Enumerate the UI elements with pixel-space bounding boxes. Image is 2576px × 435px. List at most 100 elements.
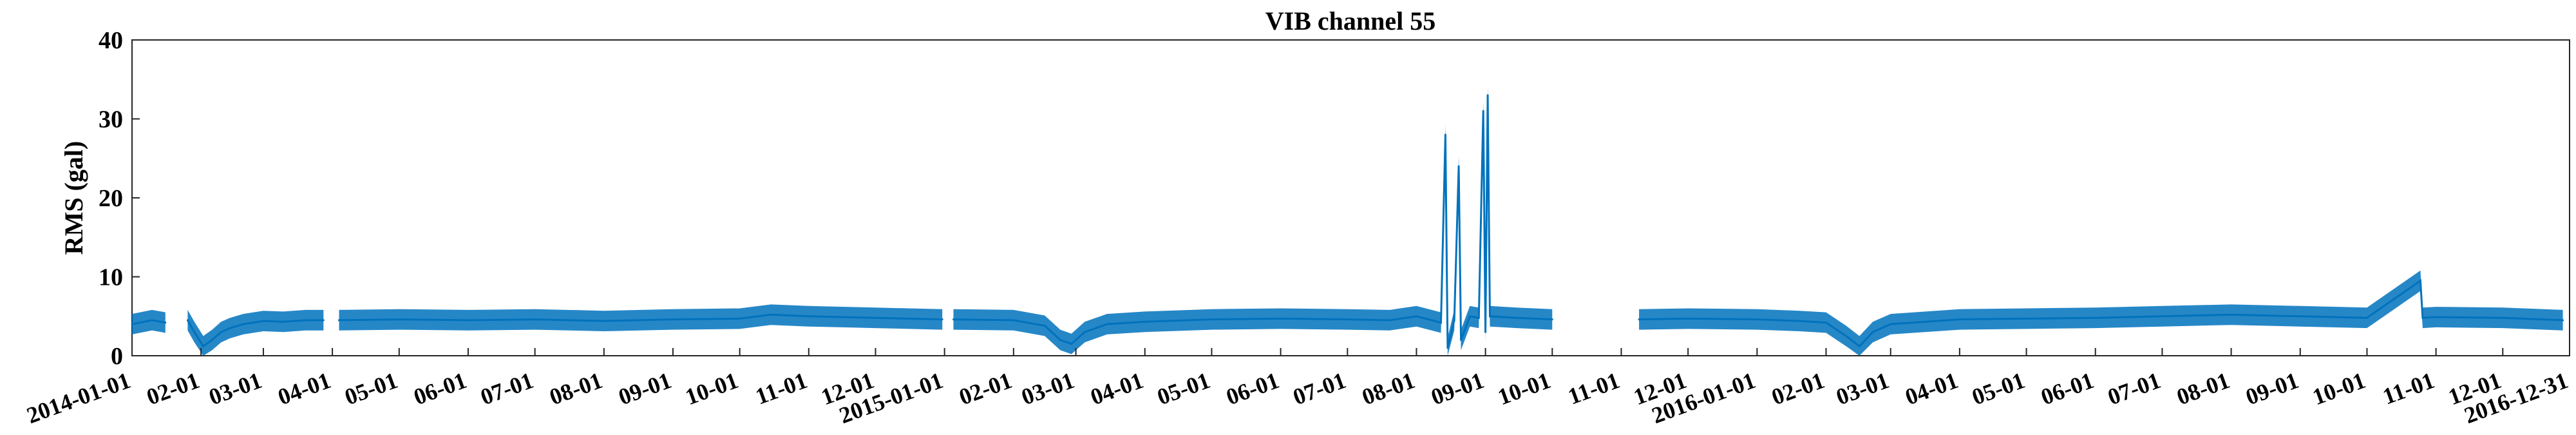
series-layer <box>131 84 2564 356</box>
data-point <box>1477 316 1480 319</box>
x-tick-label: 08-01 <box>1359 367 1419 410</box>
x-tick-label: 06-01 <box>1223 367 1283 410</box>
data-point <box>603 320 605 322</box>
x-tick-label: 06-01 <box>2038 367 2098 410</box>
data-point <box>739 317 741 320</box>
data-point <box>1070 343 1073 345</box>
data-point <box>952 318 954 321</box>
x-tick-label: 11-01 <box>2380 367 2438 410</box>
data-point <box>1083 331 1086 333</box>
data-point <box>131 323 133 325</box>
data-point <box>1346 318 1349 321</box>
data-point <box>2419 280 2421 282</box>
data-point <box>875 316 876 319</box>
x-tick-label: 2014-01-01 <box>23 367 134 429</box>
x-tick-label: 05-01 <box>1969 367 2029 410</box>
plot-area <box>131 39 2570 356</box>
data-point <box>1444 133 1446 136</box>
x-tick-label: 10-01 <box>1494 367 1554 410</box>
data-point <box>1825 322 1827 324</box>
data-point <box>1453 319 1455 322</box>
data-point <box>2094 316 2097 319</box>
data-point <box>1638 318 1640 321</box>
x-tick-label: 09-01 <box>2242 367 2302 410</box>
data-point <box>2161 315 2163 318</box>
data-point <box>2365 316 2368 319</box>
x-tick-label: 02-01 <box>956 367 1016 410</box>
x-tick-label: 11-01 <box>752 367 811 410</box>
data-point <box>2562 319 2564 322</box>
data-point <box>1416 315 1417 318</box>
data-point <box>1484 331 1487 333</box>
data-point <box>1468 315 1471 318</box>
x-tick-label: 05-01 <box>1154 367 1214 410</box>
x-tick-label: 09-01 <box>1428 367 1488 410</box>
data-point <box>1012 319 1015 322</box>
data-point <box>1871 331 1874 333</box>
series-band <box>132 309 166 334</box>
data-point <box>186 319 189 322</box>
series-band <box>339 304 943 331</box>
data-point <box>1043 324 1046 327</box>
x-ticks: 2014-01-01 02-01 03-01 04-01 05-01 06-01 07-01… <box>23 348 2571 429</box>
data-point <box>151 319 153 322</box>
data-point <box>2025 317 2028 320</box>
data-point <box>220 331 222 333</box>
data-point <box>941 318 943 321</box>
x-tick-label: 03-01 <box>205 367 265 410</box>
chart-title: VIB channel 55 <box>1265 6 1436 35</box>
data-point <box>2230 313 2233 316</box>
data-point <box>1489 315 1491 318</box>
x-tick-label: 07-01 <box>2105 367 2164 410</box>
data-point <box>211 339 213 341</box>
x-tick-label: 07-01 <box>1289 367 1349 410</box>
data-point <box>1486 94 1489 97</box>
data-point <box>1756 318 1758 321</box>
data-point <box>1059 339 1061 341</box>
x-tick-label: 11-01 <box>1564 367 1623 410</box>
x-tick-label: 09-01 <box>615 367 675 410</box>
data-point <box>1482 110 1484 112</box>
data-point <box>305 319 307 322</box>
data-point <box>1889 323 1892 325</box>
data-point <box>1280 317 1282 320</box>
data-point <box>2435 316 2438 318</box>
y-ticks: 0 10 20 30 40 <box>99 27 140 370</box>
data-point <box>1845 334 1848 337</box>
data-point <box>338 319 340 322</box>
y-tick-label: 20 <box>99 185 123 212</box>
x-tick-label: 04-01 <box>1087 367 1147 410</box>
data-point <box>322 319 325 322</box>
data-point <box>1457 165 1460 168</box>
y-tick-label: 10 <box>99 264 123 291</box>
data-point <box>229 327 231 329</box>
data-point <box>1515 316 1518 319</box>
data-point <box>467 319 469 322</box>
data-point <box>1858 345 1861 347</box>
data-point <box>2299 315 2302 318</box>
data-point <box>808 315 810 318</box>
x-tick-label: 04-01 <box>1902 367 1962 410</box>
data-point <box>164 322 167 324</box>
data-point <box>282 320 285 323</box>
x-tick-label: 05-01 <box>341 367 401 410</box>
data-point <box>262 320 265 322</box>
x-tick-label: 06-01 <box>410 367 470 410</box>
data-point <box>1144 320 1146 323</box>
data-point <box>672 318 674 321</box>
data-point <box>1687 317 1689 320</box>
data-point <box>770 313 772 316</box>
data-point <box>1551 318 1553 321</box>
data-point <box>2421 316 2424 319</box>
y-tick-label: 0 <box>111 343 123 370</box>
x-tick-label: 02-01 <box>143 367 203 410</box>
data-point <box>202 345 205 347</box>
data-point <box>1798 320 1801 322</box>
y-axis-label: RMS (gal) <box>59 141 88 255</box>
data-point <box>1211 318 1213 321</box>
data-point <box>1388 319 1391 322</box>
x-tick-label: 08-01 <box>2174 367 2233 410</box>
x-tick-label: 02-01 <box>1768 367 1828 410</box>
x-tick-label: 04-01 <box>274 367 334 410</box>
